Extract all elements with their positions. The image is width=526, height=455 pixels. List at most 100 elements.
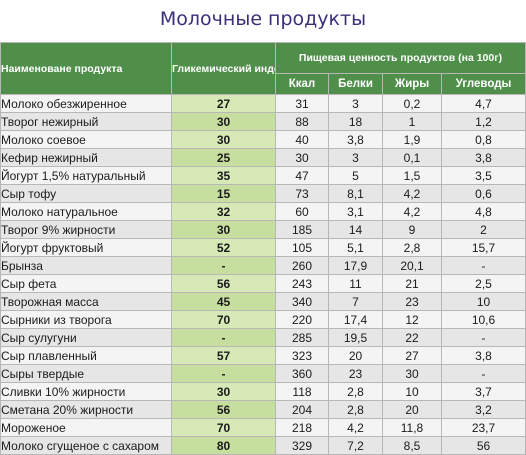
product-name-cell: Молоко сгущеное с сахаром [0,436,172,455]
kcal-cell: 30 [275,148,329,167]
kcal-cell: 340 [275,292,329,311]
fat-cell: 11,8 [382,418,442,437]
glycemic-index-cell: 30 [171,130,276,149]
fat-cell: 4,2 [382,202,442,221]
carbs-cell: 1,2 [440,112,526,131]
kcal-cell: 218 [275,418,329,437]
protein-cell: 17,4 [328,310,383,329]
kcal-cell: 73 [275,184,329,203]
carbs-cell: 56 [440,436,526,455]
product-name-cell: Сметана 20% жирности [0,400,172,419]
product-name-cell: Творог нежирный [0,112,172,131]
glycemic-index-cell: 30 [171,220,276,239]
table-row: Молоко натуральное 32 60 3,1 4,2 4,8 [0,202,526,221]
fat-cell: 27 [382,346,442,365]
protein-cell: 23 [328,364,383,383]
protein-cell: 19,5 [328,328,383,347]
fat-cell: 12 [382,310,442,329]
header-kcal: Ккал [275,73,329,95]
header-carbs: Углеводы [440,73,526,95]
fat-cell: 30 [382,364,442,383]
glycemic-index-cell: 56 [171,274,276,293]
fat-cell: 10 [382,382,442,401]
table-row: Йогурт 1,5% натуральный 35 47 5 1,5 3,5 [0,166,526,185]
table-row: Молоко соевое 30 40 3,8 1,9 0,8 [0,130,526,149]
carbs-cell: 3,7 [440,382,526,401]
product-name-cell: Мороженое [0,418,172,437]
carbs-cell: 2 [440,220,526,239]
table-row: Сырники из творога 70 220 17,4 12 10,6 [0,310,526,329]
product-name-cell: Йогурт 1,5% натуральный [0,166,172,185]
product-name-cell: Брынза [0,256,172,275]
kcal-cell: 243 [275,274,329,293]
fat-cell: 23 [382,292,442,311]
protein-cell: 2,8 [328,400,383,419]
glycemic-index-cell: 45 [171,292,276,311]
glycemic-index-cell: - [171,256,276,275]
product-name-cell: Молоко обезжиренное [0,94,172,113]
protein-cell: 2,8 [328,382,383,401]
fat-cell: 21 [382,274,442,293]
fat-cell: 0,2 [382,94,442,113]
glycemic-index-cell: 56 [171,400,276,419]
fat-cell: 1,9 [382,130,442,149]
table-row: Творог 9% жирности 30 185 14 9 2 [0,220,526,239]
product-name-cell: Сырники из творога [0,310,172,329]
table-row: Молоко сгущеное с сахаром 80 329 7,2 8,5 56 [0,436,526,455]
kcal-cell: 31 [275,94,329,113]
kcal-cell: 118 [275,382,329,401]
fat-cell: 22 [382,328,442,347]
carbs-cell: 4,8 [440,202,526,221]
protein-cell: 5 [328,166,383,185]
carbs-cell: - [440,364,526,383]
protein-cell: 8,1 [328,184,383,203]
protein-cell: 14 [328,220,383,239]
product-name-cell: Кефир нежирный [0,148,172,167]
kcal-cell: 220 [275,310,329,329]
header-product-name: Наименоване продукта [0,42,172,95]
kcal-cell: 105 [275,238,329,257]
kcal-cell: 260 [275,256,329,275]
glycemic-index-cell: 25 [171,148,276,167]
protein-cell: 17,9 [328,256,383,275]
glycemic-index-cell: 70 [171,310,276,329]
kcal-cell: 285 [275,328,329,347]
fat-cell: 4,2 [382,184,442,203]
glycemic-index-cell: 80 [171,436,276,455]
fat-cell: 20,1 [382,256,442,275]
table-row: Сметана 20% жирности 56 204 2,8 20 3,2 [0,400,526,419]
product-name-cell: Молоко натуральное [0,202,172,221]
fat-cell: 2,8 [382,238,442,257]
carbs-cell: - [440,328,526,347]
kcal-cell: 204 [275,400,329,419]
table-row: Мороженое 70 218 4,2 11,8 23,7 [0,418,526,437]
product-name-cell: Сыры твердые [0,364,172,383]
protein-cell: 18 [328,112,383,131]
kcal-cell: 185 [275,220,329,239]
carbs-cell: 23,7 [440,418,526,437]
kcal-cell: 323 [275,346,329,365]
table-row: Йогурт фруктовый 52 105 5,1 2,8 15,7 [0,238,526,257]
fat-cell: 0,1 [382,148,442,167]
protein-cell: 7 [328,292,383,311]
glycemic-index-cell: 27 [171,94,276,113]
glycemic-index-cell: 15 [171,184,276,203]
carbs-cell: 3,8 [440,346,526,365]
product-name-cell: Сыр плавленный [0,346,172,365]
fat-cell: 20 [382,400,442,419]
table-row: Сливки 10% жирности 30 118 2,8 10 3,7 [0,382,526,401]
table-row: Сыр тофу 15 73 8,1 4,2 0,6 [0,184,526,203]
kcal-cell: 88 [275,112,329,131]
kcal-cell: 360 [275,364,329,383]
fat-cell: 1,5 [382,166,442,185]
product-name-cell: Творог 9% жирности [0,220,172,239]
table-row: Кефир нежирный 25 30 3 0,1 3,8 [0,148,526,167]
kcal-cell: 47 [275,166,329,185]
glycemic-index-cell: 35 [171,166,276,185]
carbs-cell: 0,8 [440,130,526,149]
carbs-cell: 3,8 [440,148,526,167]
glycemic-index-cell: 30 [171,382,276,401]
protein-cell: 4,2 [328,418,383,437]
protein-cell: 7,2 [328,436,383,455]
protein-cell: 3,1 [328,202,383,221]
